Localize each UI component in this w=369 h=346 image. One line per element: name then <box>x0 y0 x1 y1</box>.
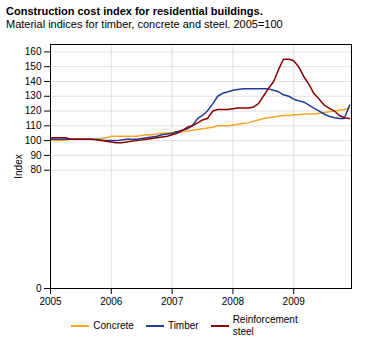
svg-text:90: 90 <box>30 150 42 161</box>
svg-text:80: 80 <box>30 164 42 175</box>
svg-text:2007: 2007 <box>161 296 184 307</box>
svg-text:2006: 2006 <box>100 296 123 307</box>
svg-text:0: 0 <box>36 283 42 294</box>
html-text:Concrete: Concrete <box>93 320 134 331</box>
svg-text:150: 150 <box>25 61 42 72</box>
html-text:Reinforcement steel: Reinforcement steel <box>232 314 298 337</box>
html-text:Material indices for timber, c: Material indices for timber, concrete an… <box>6 18 283 30</box>
svg-text:130: 130 <box>25 90 42 101</box>
svg-text:120: 120 <box>25 105 42 116</box>
svg-text:2009: 2009 <box>283 296 306 307</box>
svg-text:160: 160 <box>25 46 42 57</box>
svg-text:140: 140 <box>25 76 42 87</box>
html-text:Construction cost index for re: Construction cost index for residential … <box>6 5 263 17</box>
svg-text:Index: Index <box>13 154 24 178</box>
html-text:Timber: Timber <box>167 320 199 331</box>
svg-text:2005: 2005 <box>39 296 62 307</box>
svg-text:100: 100 <box>25 135 42 146</box>
svg-text:110: 110 <box>26 120 42 131</box>
svg-text:2008: 2008 <box>222 296 245 307</box>
